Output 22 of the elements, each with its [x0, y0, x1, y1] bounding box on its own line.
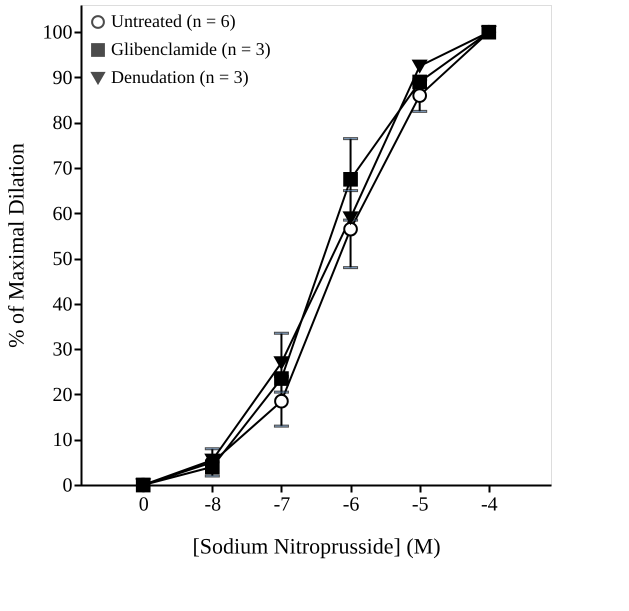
y-tick-label: 60 — [52, 202, 72, 225]
y-tick-label: 40 — [52, 293, 72, 316]
x-tick-label: -8 — [204, 494, 222, 516]
x-tick-label: -7 — [274, 494, 290, 516]
y-tick-label: 50 — [52, 248, 72, 270]
x-tick-label: 0 — [138, 494, 149, 516]
y-tick-label: 70 — [52, 158, 72, 180]
y-tick-label: 80 — [52, 112, 72, 134]
y-tick-label: 0 — [62, 474, 72, 496]
y-tick-label: 30 — [52, 338, 72, 361]
x-axis-title: [Sodium Nitroprusside] (M) — [192, 534, 441, 558]
legend-label: Denudation (n = 3) — [111, 67, 249, 87]
y-tick-label: 90 — [52, 66, 72, 89]
x-tick-label: -5 — [412, 494, 429, 516]
legend-label: Glibenclamide (n = 3) — [111, 39, 271, 59]
y-tick-label: 20 — [52, 384, 72, 406]
legend-label: Untreated (n = 6) — [111, 11, 236, 31]
y-tick-label: 10 — [52, 429, 72, 452]
x-tick-label: -4 — [480, 494, 498, 516]
y-axis-title: % of Maximal Dilation — [4, 143, 28, 348]
x-tick-label: -6 — [342, 494, 360, 516]
y-tick-label: 100 — [42, 22, 72, 44]
